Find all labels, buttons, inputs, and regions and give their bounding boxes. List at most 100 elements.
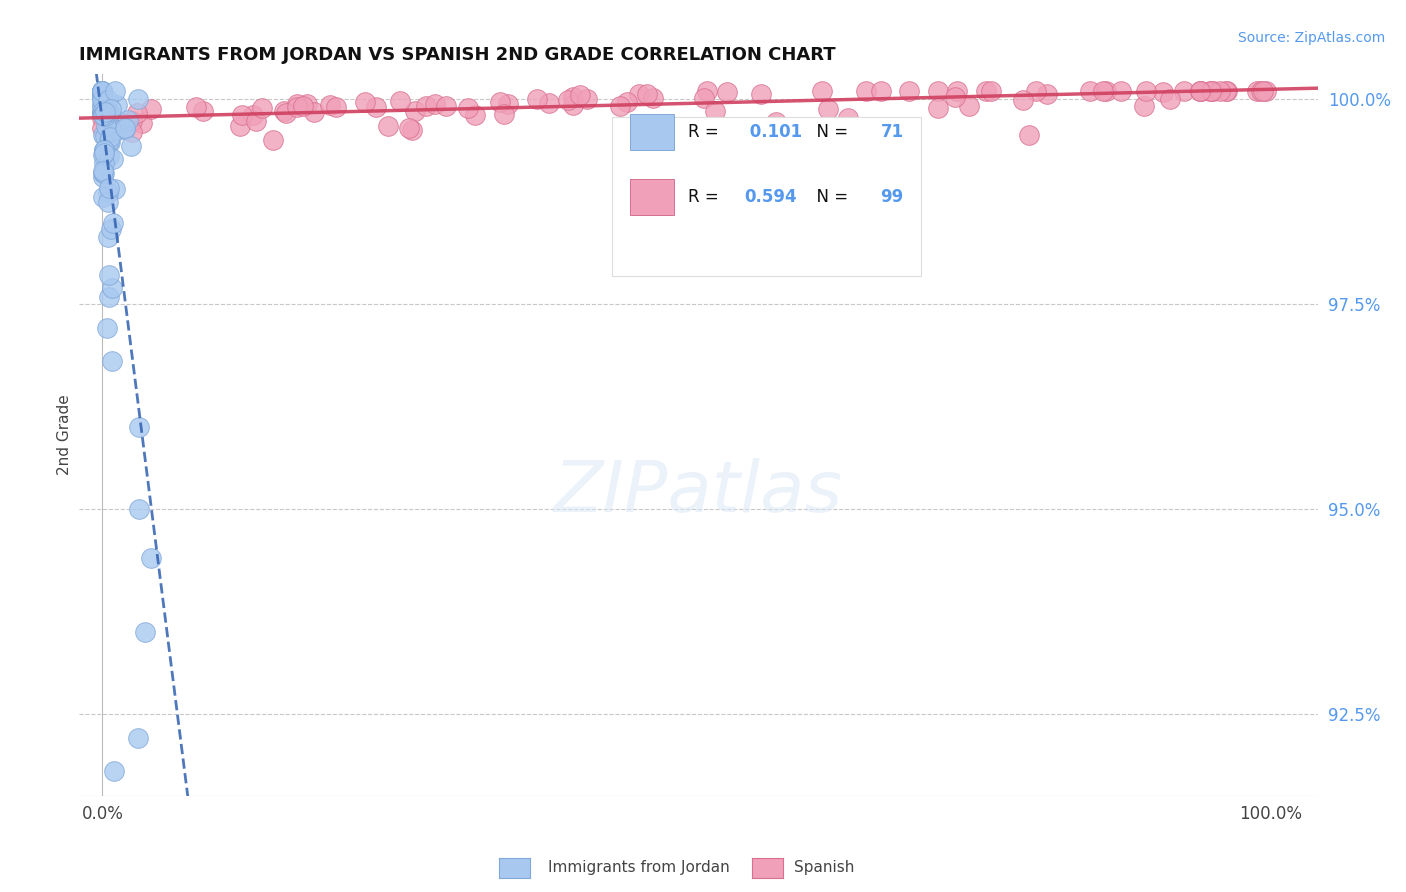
Point xyxy=(93,155,115,169)
Point xyxy=(91,108,114,122)
Point xyxy=(704,103,727,118)
Point xyxy=(1036,87,1059,101)
Point xyxy=(855,83,877,97)
Point xyxy=(141,550,163,565)
Point xyxy=(100,354,122,368)
Bar xyxy=(630,114,673,150)
Point xyxy=(93,166,115,180)
Point xyxy=(91,88,114,103)
Point xyxy=(97,93,120,107)
Point xyxy=(325,100,347,114)
Point xyxy=(139,102,162,116)
Point xyxy=(91,86,114,100)
Point xyxy=(91,103,114,118)
Point xyxy=(121,125,143,139)
Point xyxy=(98,127,121,141)
Point xyxy=(285,100,308,114)
Point xyxy=(117,113,139,128)
Point xyxy=(128,419,150,434)
Point xyxy=(94,128,117,143)
Point xyxy=(104,182,127,196)
Point xyxy=(98,290,121,304)
Point xyxy=(127,731,149,746)
Point xyxy=(91,106,114,120)
Point xyxy=(91,128,114,142)
Point xyxy=(98,136,121,150)
Point xyxy=(436,99,458,113)
Point xyxy=(1111,83,1133,97)
Point xyxy=(693,91,716,105)
Text: Immigrants from Jordan: Immigrants from Jordan xyxy=(548,860,730,874)
Point xyxy=(97,194,120,209)
Point xyxy=(716,85,738,99)
Bar xyxy=(630,178,673,215)
Point xyxy=(1078,83,1101,97)
Text: 0.101: 0.101 xyxy=(744,123,803,141)
Point xyxy=(496,97,519,112)
Point xyxy=(398,121,420,136)
Point xyxy=(101,153,124,167)
Point xyxy=(245,114,267,128)
Point xyxy=(1133,98,1156,112)
Point xyxy=(98,149,121,163)
Point xyxy=(946,83,969,97)
Point xyxy=(557,93,579,107)
Point xyxy=(262,133,284,147)
Point xyxy=(242,108,264,122)
Text: 99: 99 xyxy=(880,188,904,206)
Point xyxy=(273,104,295,119)
Point xyxy=(250,102,273,116)
Text: 0.594: 0.594 xyxy=(744,188,797,206)
Point xyxy=(1202,83,1225,97)
Point xyxy=(91,85,114,99)
Point xyxy=(1159,91,1181,105)
Point xyxy=(927,83,949,97)
Point xyxy=(91,98,114,112)
Point xyxy=(91,83,114,97)
Text: R =: R = xyxy=(689,188,724,206)
Text: ZIPatlas: ZIPatlas xyxy=(554,458,842,527)
Point xyxy=(94,105,117,120)
Point xyxy=(100,103,122,117)
Point xyxy=(415,98,437,112)
Point xyxy=(641,91,664,105)
Point xyxy=(94,120,117,134)
Point xyxy=(636,87,658,101)
Text: 71: 71 xyxy=(880,123,904,141)
Point xyxy=(93,143,115,157)
Point xyxy=(568,88,591,103)
Point xyxy=(1025,83,1047,97)
Point xyxy=(103,216,125,230)
Point xyxy=(627,87,650,102)
Point xyxy=(105,98,128,112)
Point xyxy=(97,230,120,244)
Point xyxy=(957,99,980,113)
Point xyxy=(91,83,114,97)
Point xyxy=(91,83,114,97)
Point xyxy=(696,83,718,97)
Point xyxy=(114,116,136,130)
Point xyxy=(100,281,122,295)
Point xyxy=(97,104,120,119)
Point xyxy=(377,119,399,133)
Point xyxy=(1018,128,1040,142)
Point xyxy=(1189,83,1212,97)
Point xyxy=(1011,93,1033,107)
Point xyxy=(765,115,787,129)
Point xyxy=(91,93,114,107)
Point xyxy=(231,108,253,122)
Point xyxy=(98,181,121,195)
Point xyxy=(93,146,115,161)
Point xyxy=(927,101,949,115)
Point xyxy=(1199,83,1222,97)
Text: R =: R = xyxy=(689,123,724,141)
Point xyxy=(127,92,149,106)
Point xyxy=(193,103,215,118)
Point xyxy=(228,119,250,133)
Point xyxy=(93,145,115,159)
Point xyxy=(91,91,114,105)
Point xyxy=(609,99,631,113)
Point xyxy=(96,321,118,335)
Point xyxy=(1209,83,1232,97)
Point xyxy=(366,100,388,114)
